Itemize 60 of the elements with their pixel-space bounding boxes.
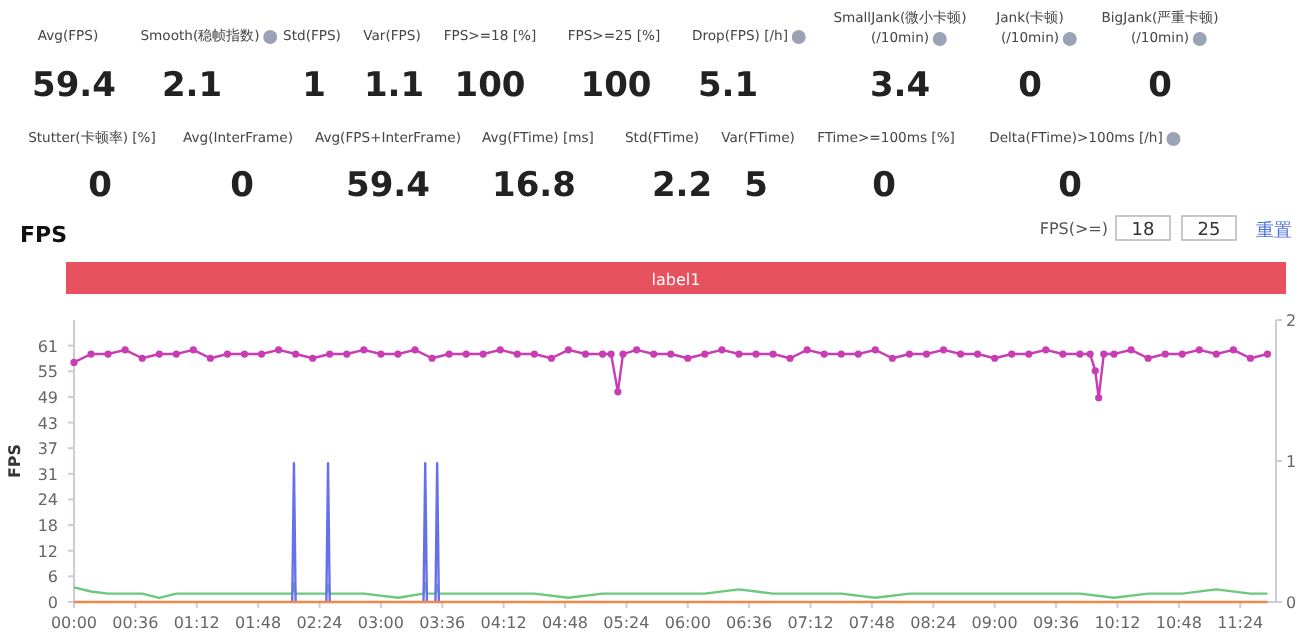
x-tick-label: 01:48 [235,614,282,632]
text: 重置 [1256,220,1292,242]
x-tick-label: 06:36 [726,614,773,632]
x-tick-label: 08:24 [910,614,957,632]
data-label: 0 [230,166,255,206]
data-label: 0 [1018,66,1043,106]
x-tick-label: 05:24 [603,614,650,632]
y-tick-label: 6 [47,568,58,587]
y-axis-title: FPS [6,443,24,479]
data-label: 100 [580,66,652,106]
x-tick-label: 04:12 [480,614,527,632]
y2-tick-label: 0 [1286,594,1297,612]
data-label: 0 [1148,66,1173,106]
text: 18 [1131,221,1155,241]
y-tick-label: 31 [37,465,58,484]
x-tick-label: 09:00 [971,614,1018,632]
chart-title: FPS [20,222,68,248]
data-label: 1.1 [363,66,425,106]
y-tick-label: 55 [37,363,58,382]
x-tick-label: 07:48 [848,614,895,632]
data-label: 5.1 [697,66,759,106]
y-tick-label: 24 [37,491,58,510]
x-tick-label: 10:48 [1155,614,1202,632]
x-tick-label: 02:24 [296,614,343,632]
y-tick-label: 61 [37,337,58,356]
x-tick-label: 09:36 [1033,614,1080,632]
text: 25 [1197,221,1221,241]
line-series [72,581,1269,599]
y-tick-label: 18 [37,517,58,536]
data-label: 100 [454,66,526,106]
x-tick-label: 00:36 [112,614,159,632]
text: label1 [651,271,701,289]
x-tick-label: 03:00 [357,614,404,632]
data-label: 59.4 [32,66,117,106]
y-tick-label: 49 [37,388,58,407]
x-tick-label: 06:00 [664,614,711,632]
y-tick-label: 0 [47,594,58,612]
data-label: 0 [88,166,113,206]
x-tick-label: 10:12 [1094,614,1141,632]
data-label: 2.2 [651,166,713,206]
data-label: 0 [1058,166,1083,206]
x-tick-label: 00:00 [50,614,98,632]
y2-tick-label: 1 [1286,453,1297,471]
data-label: 16.8 [492,166,576,206]
data-label: 0 [872,166,897,206]
y-tick-label: 12 [37,542,58,561]
data-label: 2.1 [161,66,223,106]
data-label: 1 [302,66,326,106]
x-tick-label: 07:12 [787,614,834,632]
text: FPS(>=) [1039,220,1108,238]
y-tick-label: 43 [37,414,58,433]
data-label: 5 [744,166,768,206]
x-tick-label: 11:24 [1217,614,1264,632]
x-tick-label: 04:48 [541,614,589,632]
y-tick-label: 37 [37,440,58,459]
data-label: 3.4 [869,66,931,106]
data-label: 59.4 [346,166,431,206]
x-tick-label: 01:12 [173,614,220,632]
x-tick-label: 03:36 [419,614,466,632]
y2-tick-label: 2 [1286,312,1297,330]
